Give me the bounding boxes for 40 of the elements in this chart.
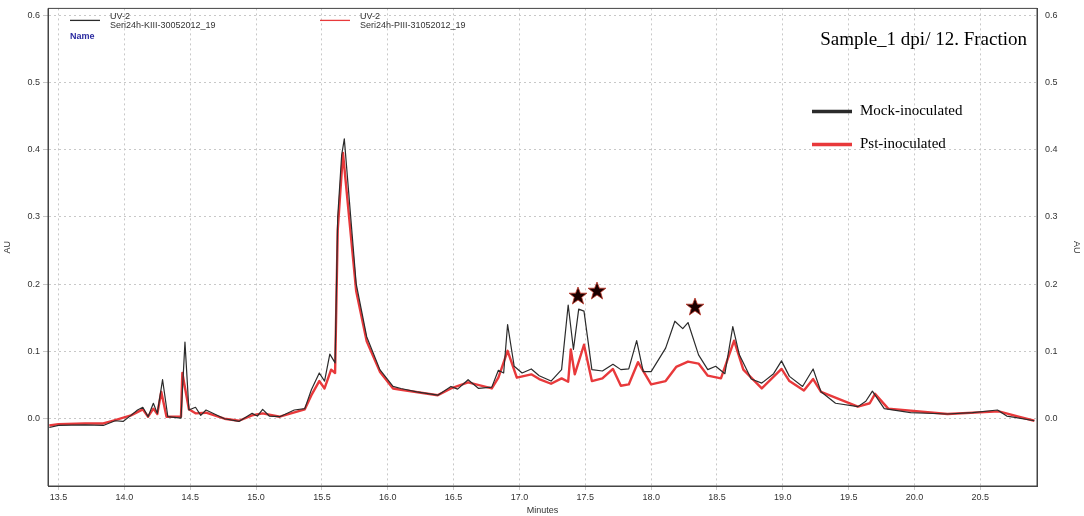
- x-tick-label: 20.0: [905, 491, 924, 502]
- y2-tick-label: 0.3: [1045, 211, 1058, 222]
- y2-tick-label: 0.4: [1045, 144, 1058, 155]
- x-tick-label: 18.5: [708, 491, 726, 502]
- annotation: UV-2: [110, 10, 131, 21]
- annotation: Seri24h-KIII-30052012_19: [110, 19, 216, 30]
- x-tick-label: 19.5: [839, 491, 858, 502]
- y2-tick-label: 0.0: [1045, 413, 1058, 424]
- y2-tick-label: 0.1: [1045, 345, 1058, 356]
- x-tick-label: 20.5: [971, 491, 990, 502]
- x-tick-label: 15.0: [247, 491, 265, 502]
- y-tick-label: 0.3: [27, 211, 40, 222]
- x-tick-label: 17.5: [576, 491, 595, 502]
- legend-label: Pst-inoculated: [860, 135, 947, 152]
- annotation: Name: [70, 30, 95, 41]
- legend-label: Mock-inoculated: [860, 102, 963, 119]
- y-tick-label: 0.4: [27, 144, 40, 155]
- x-tick-label: 17.0: [510, 491, 529, 502]
- x-tick-label: 19.0: [774, 491, 792, 502]
- y2-tick-label: 0.6: [1045, 9, 1058, 20]
- y-tick-label: 0.1: [27, 345, 40, 356]
- text: Sample_1 dpi/ 12. Fraction: [820, 27, 1028, 49]
- y-tick-label: 0.6: [27, 9, 40, 20]
- y-tick-label: 0.2: [27, 278, 40, 289]
- annotation: Seri24h-PIII-31052012_19: [360, 19, 466, 30]
- x-tick-label: 14.5: [181, 491, 199, 502]
- annotation: UV-2: [360, 10, 381, 21]
- y-tick-label: 0.0: [27, 413, 40, 424]
- x-tick-label: 14.0: [115, 491, 134, 502]
- y-axis-title: AU: [1, 240, 12, 254]
- y-tick-label: 0.5: [27, 76, 40, 87]
- x-tick-label: 15.5: [313, 491, 331, 502]
- y2-tick-label: 0.5: [1045, 76, 1058, 87]
- y2-tick-label: 0.2: [1045, 278, 1058, 289]
- y2-axis-title: AU: [1072, 240, 1083, 254]
- x-tick-label: 18.0: [642, 491, 660, 502]
- x-tick-label: 16.5: [444, 491, 463, 502]
- x-axis-title: Minutes: [526, 505, 559, 516]
- x-tick-label: 13.5: [49, 491, 68, 502]
- x-tick-label: 16.0: [379, 491, 397, 502]
